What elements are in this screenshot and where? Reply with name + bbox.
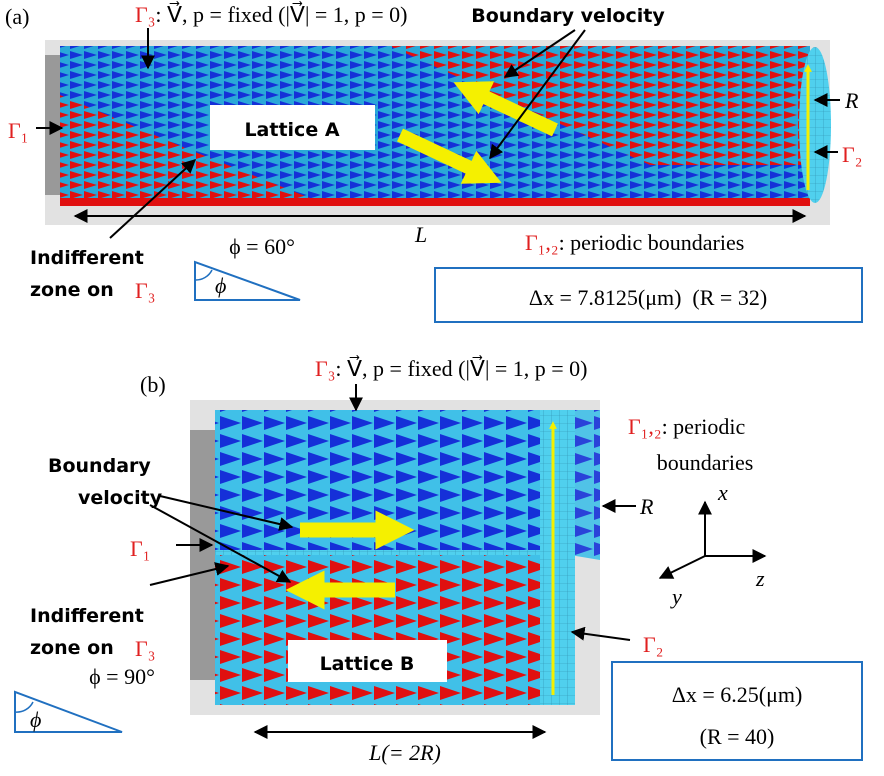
angle-symbol: ϕ [30,707,41,732]
gamma2-label: Γ₂ [842,142,862,167]
condition-text: : V⃗, p = fixed (|V⃗| = 1, p = 0) [335,355,587,381]
arrow [489,29,586,160]
periodic-label: Γ₁,₂: periodic boundaries [525,230,744,255]
arrow [570,626,631,641]
arrow [109,159,197,239]
indifferent-label: Indifferent [30,247,144,269]
resolution-label: Δx = 6.25(μm) [672,682,803,707]
angle-symbol: ϕ [215,273,226,298]
periodic-text: boundaries [657,450,754,475]
gamma-symbol: Γ₃ [135,636,155,661]
shape [194,260,301,301]
boundary-velocity-label: Boundary [48,455,151,477]
gamma-symbol: Γ₃ [315,356,335,381]
lattice-label: Lattice B [320,653,415,675]
axis-label: x [717,480,728,505]
shape [194,269,213,281]
shape [434,267,863,323]
panel-label: (b) [140,372,166,397]
gamma-symbol: Γ₃ [135,2,155,27]
shape [288,640,447,682]
boundary-condition: Γ₃: V⃗, p = fixed (|V⃗| = 1, p = 0) [315,355,588,381]
angle-label: ϕ = 60° [229,234,295,259]
gamma1-label: Γ₁ [8,118,28,143]
arrow [453,81,558,137]
axis-label: y [670,584,682,609]
axis-label: z [755,566,765,591]
shape [210,105,375,150]
periodic-label: Γ₁,₂: periodic [628,414,745,439]
shape [60,95,330,206]
indifferent-label: zone on [30,637,114,659]
resolution-label: Δx = 7.8125(μm) (R = 32) [529,285,767,310]
shape [14,701,34,713]
shape [60,198,810,206]
shape [390,46,810,165]
indifferent-label: Indifferent [30,605,144,627]
boundary-velocity-label: velocity [78,487,163,509]
length-label: L(= 2R) [368,740,441,765]
indifferent-label: zone on [30,279,114,301]
boundary-condition: Γ₃: V⃗, p = fixed (|V⃗| = 1, p = 0) [135,1,408,27]
periodic-text: : periodic boundaries [559,230,745,255]
gamma-symbol: Γ₃ [135,278,155,303]
arrow [658,555,706,579]
arrow [159,495,294,531]
angle-label: ϕ = 90° [89,664,155,689]
length-label: L [414,222,427,247]
arrow [149,562,230,586]
gamma1-label: Γ₁ [130,536,150,561]
gamma-symbol: Γ₁,₂ [628,414,662,439]
condition-text: : V⃗, p = fixed (|V⃗| = 1, p = 0) [155,1,407,27]
panel-label: (a) [5,4,29,29]
boundary-velocity-label: Boundary velocity [471,5,665,27]
shape [611,661,863,761]
shape [215,555,540,705]
arrow [149,504,292,583]
resolution-label: (R = 40) [700,724,775,749]
shape [799,47,831,203]
shape [540,410,575,705]
arrow [503,29,576,78]
lattice-label: Lattice A [244,119,339,141]
radius-label: R [639,494,654,519]
gamma-symbol: Γ₁,₂ [525,230,559,255]
periodic-text: : periodic [662,414,746,439]
arrow [397,128,502,184]
radius-label: R [844,88,859,113]
gamma2-label: Γ₂ [643,632,663,657]
